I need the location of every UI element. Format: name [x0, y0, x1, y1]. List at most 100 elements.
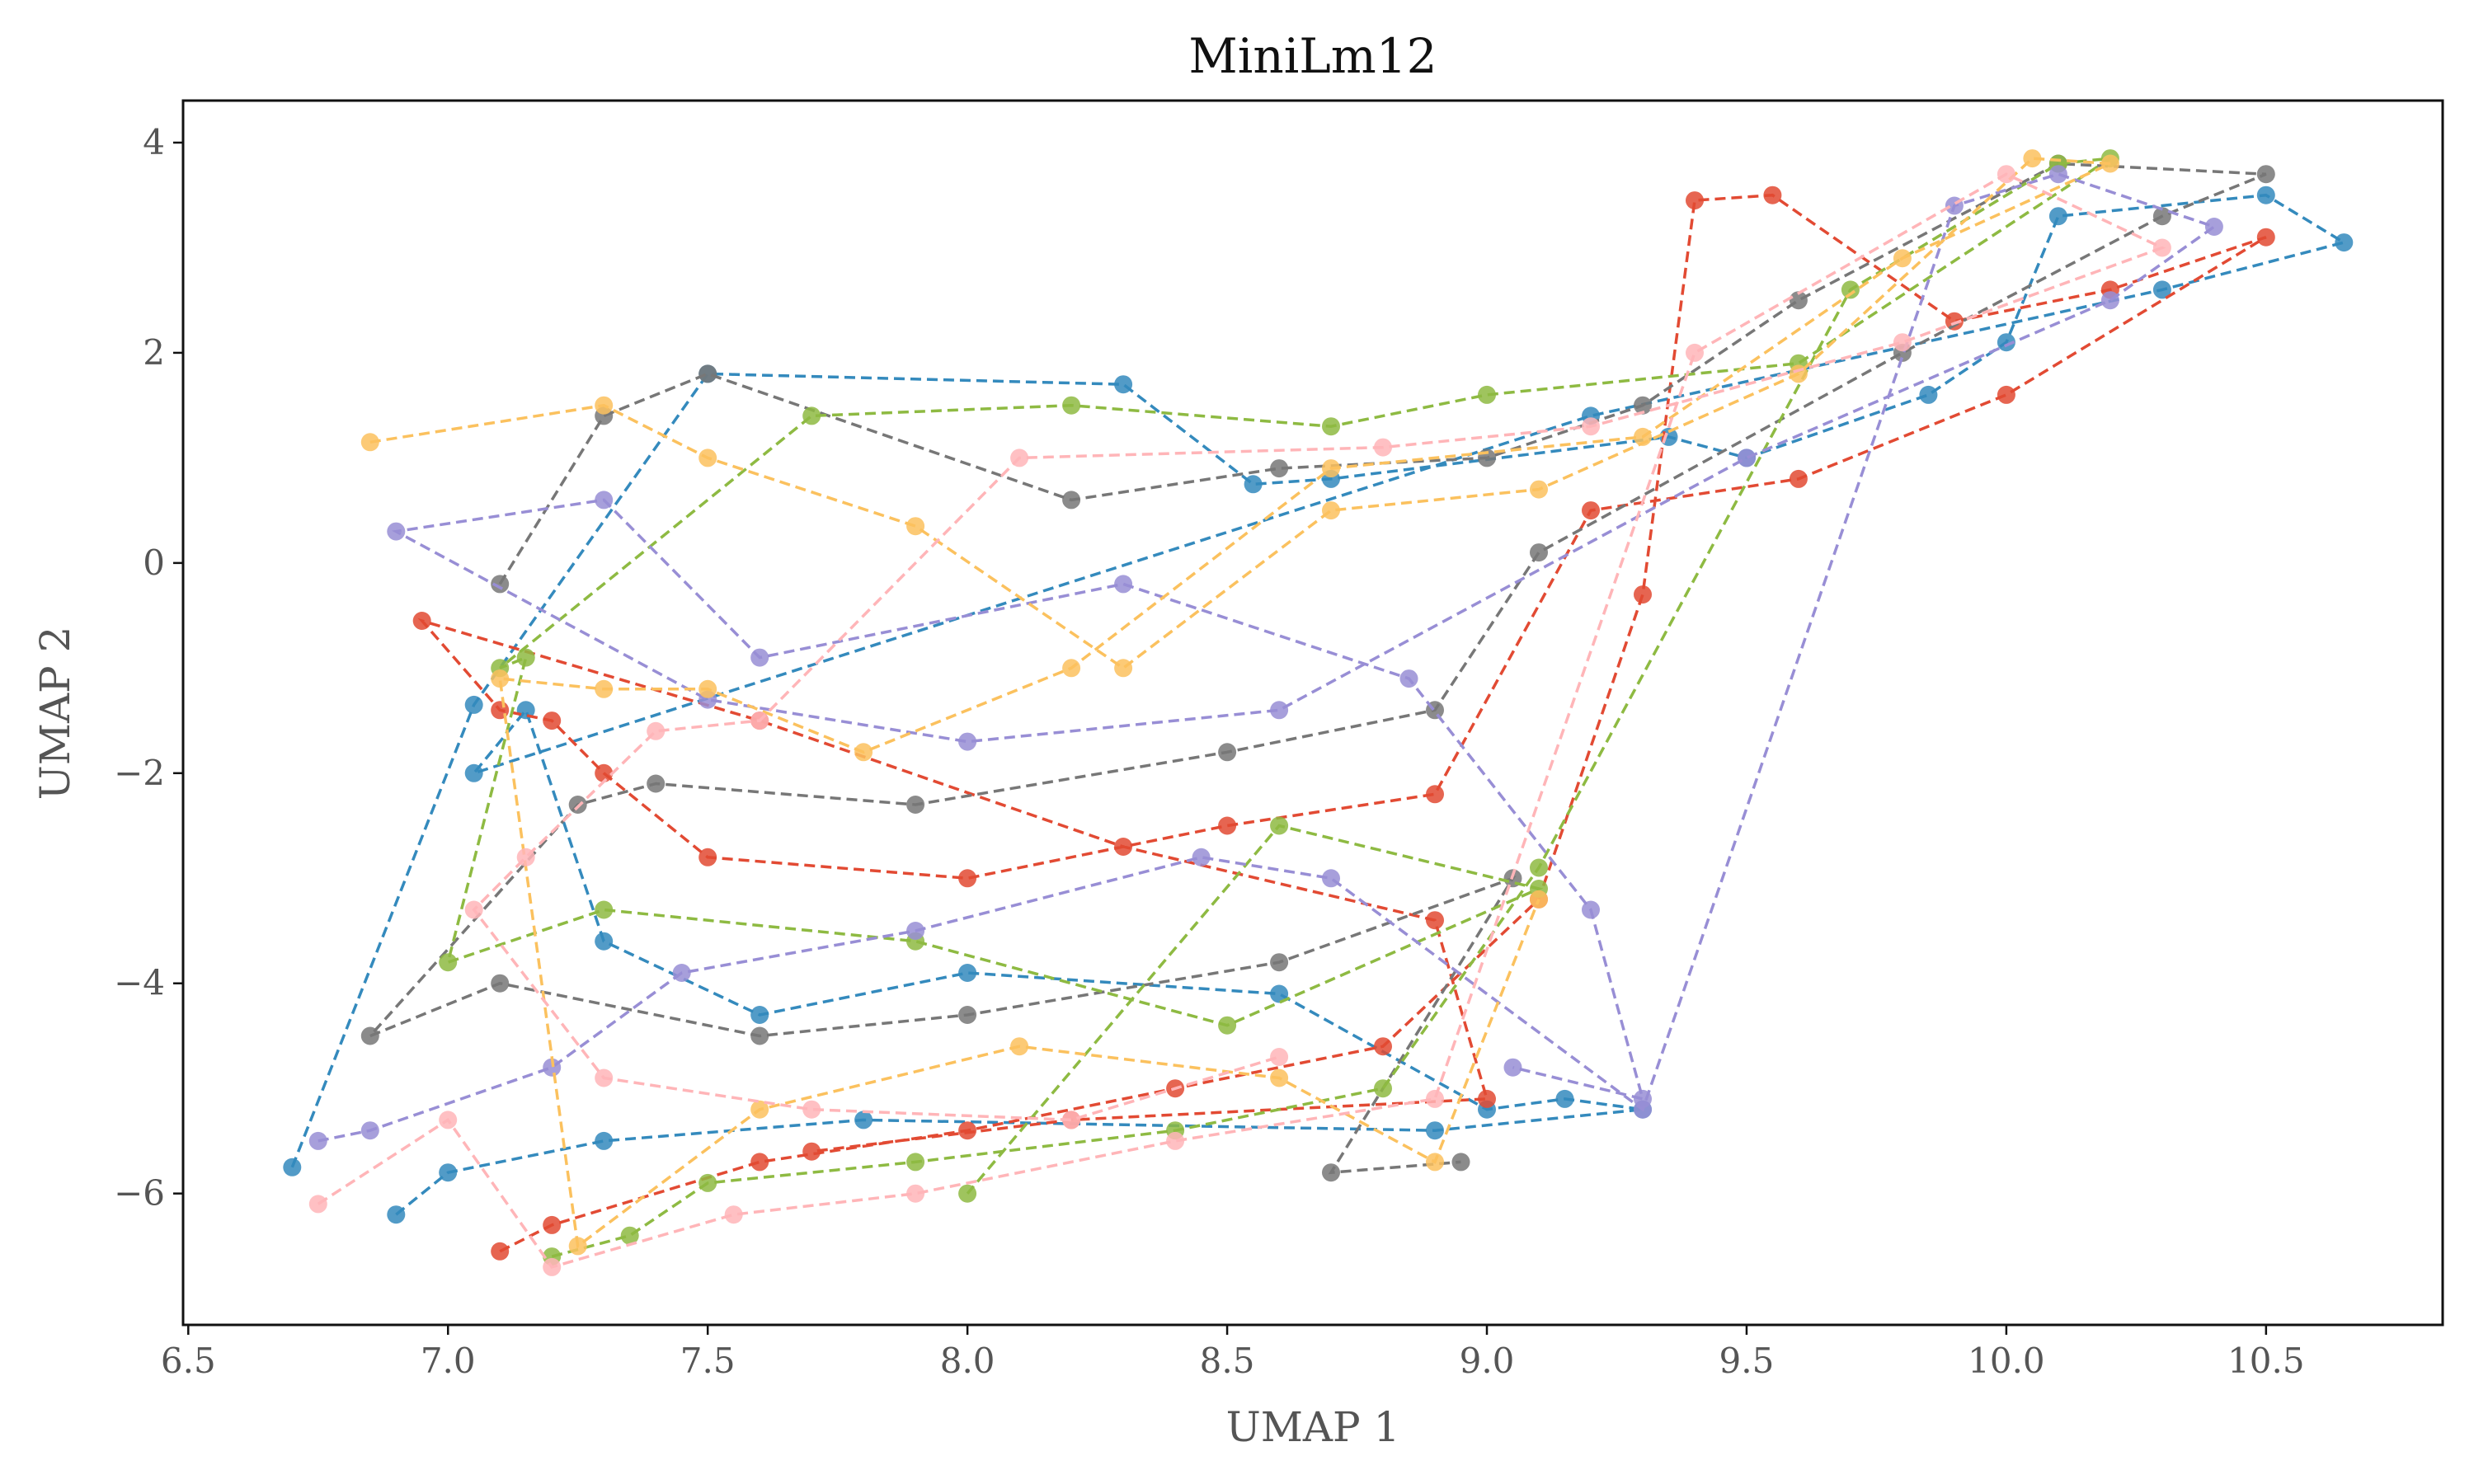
- data-point: [750, 1026, 769, 1045]
- data-point: [1218, 816, 1237, 835]
- data-point: [1582, 501, 1600, 520]
- y-tick-label: −2: [114, 753, 165, 793]
- data-point: [491, 1242, 510, 1261]
- data-point: [1010, 1037, 1029, 1056]
- x-tick-label: 6.5: [161, 1341, 216, 1381]
- data-point: [802, 406, 821, 425]
- data-point: [620, 1226, 639, 1245]
- series-line: [290, 193, 2348, 1216]
- data-point: [1686, 191, 1704, 210]
- data-point: [1062, 396, 1081, 415]
- data-point: [958, 869, 977, 888]
- x-tick-label: 7.5: [680, 1341, 736, 1381]
- data-point: [1270, 459, 1289, 478]
- data-point: [1270, 1068, 1289, 1087]
- data-point: [906, 1184, 925, 1203]
- data-point: [595, 932, 614, 951]
- data-point: [283, 1158, 302, 1176]
- data-point: [1555, 1089, 1574, 1108]
- data-point: [2023, 149, 2042, 168]
- data-point: [595, 900, 614, 919]
- data-point: [491, 974, 510, 993]
- data-point: [647, 721, 666, 740]
- data-point: [1478, 1089, 1496, 1108]
- data-point: [595, 1131, 614, 1150]
- series-line: [417, 193, 2267, 1253]
- y-axis: −6 −4 −2 0 2 4: [114, 122, 183, 1214]
- data-point: [1010, 448, 1029, 467]
- data-point: [2152, 207, 2171, 226]
- data-point: [412, 612, 431, 630]
- data-point: [595, 763, 614, 782]
- data-point: [1399, 669, 1418, 688]
- data-point: [1997, 333, 2015, 352]
- data-point: [698, 448, 717, 467]
- data-point: [1322, 501, 1340, 520]
- data-point: [1374, 438, 1392, 457]
- data-point: [1893, 249, 1912, 268]
- data-point: [595, 679, 614, 698]
- data-point: [1322, 869, 1340, 888]
- data-point: [1634, 1089, 1652, 1108]
- data-point: [1426, 785, 1444, 804]
- data-point: [1530, 480, 1548, 499]
- x-tick-label: 8.5: [1200, 1341, 1255, 1381]
- series-layer: [283, 149, 2354, 1276]
- data-point: [568, 796, 587, 814]
- data-point: [464, 900, 483, 919]
- x-tick-label: 9.5: [1719, 1341, 1775, 1381]
- data-point: [360, 1121, 379, 1140]
- data-point: [1634, 427, 1652, 446]
- series-4: [308, 165, 2223, 1150]
- data-point: [1789, 364, 1808, 383]
- data-point: [1374, 1037, 1392, 1056]
- data-point: [1244, 475, 1263, 494]
- data-point: [2100, 154, 2119, 173]
- data-point: [1322, 417, 1340, 436]
- data-point: [516, 648, 535, 667]
- data-point: [1530, 858, 1548, 877]
- data-point: [802, 1100, 821, 1119]
- x-axis: 6.5 7.0 7.5 8.0 8.5 9.0 9.5 10.0 10.5: [161, 1325, 2305, 1381]
- data-point: [516, 701, 535, 720]
- y-tick-label: 2: [143, 332, 165, 373]
- data-point: [2048, 207, 2067, 226]
- data-point: [750, 1153, 769, 1172]
- data-point: [1192, 848, 1211, 866]
- data-point: [1062, 1111, 1081, 1129]
- data-point: [1270, 816, 1289, 835]
- data-point: [1426, 1121, 1444, 1140]
- x-tick-label: 9.0: [1460, 1341, 1515, 1381]
- data-point: [906, 517, 925, 536]
- data-point: [1763, 186, 1782, 204]
- data-point: [1426, 911, 1444, 930]
- data-point: [1686, 343, 1704, 362]
- data-point: [543, 1215, 562, 1234]
- data-point: [1322, 1163, 1340, 1182]
- data-point: [1841, 280, 1860, 299]
- data-point: [906, 1153, 925, 1172]
- data-point: [491, 575, 510, 594]
- y-tick-label: 4: [143, 122, 165, 162]
- data-point: [1270, 701, 1289, 720]
- data-point: [1270, 953, 1289, 972]
- data-point: [1997, 385, 2015, 404]
- data-point: [439, 953, 458, 972]
- data-point: [750, 711, 769, 730]
- data-point: [1634, 585, 1652, 604]
- data-point: [387, 1205, 406, 1224]
- data-point: [1530, 890, 1548, 909]
- data-point: [750, 1100, 769, 1119]
- data-point: [2335, 233, 2354, 252]
- data-point: [1582, 900, 1600, 919]
- data-point: [439, 1111, 458, 1129]
- data-point: [2256, 186, 2275, 204]
- data-point: [1634, 396, 1652, 415]
- data-point: [1270, 1048, 1289, 1066]
- data-point: [360, 433, 379, 452]
- data-point: [308, 1195, 327, 1214]
- data-point: [647, 774, 666, 793]
- data-point: [854, 743, 873, 762]
